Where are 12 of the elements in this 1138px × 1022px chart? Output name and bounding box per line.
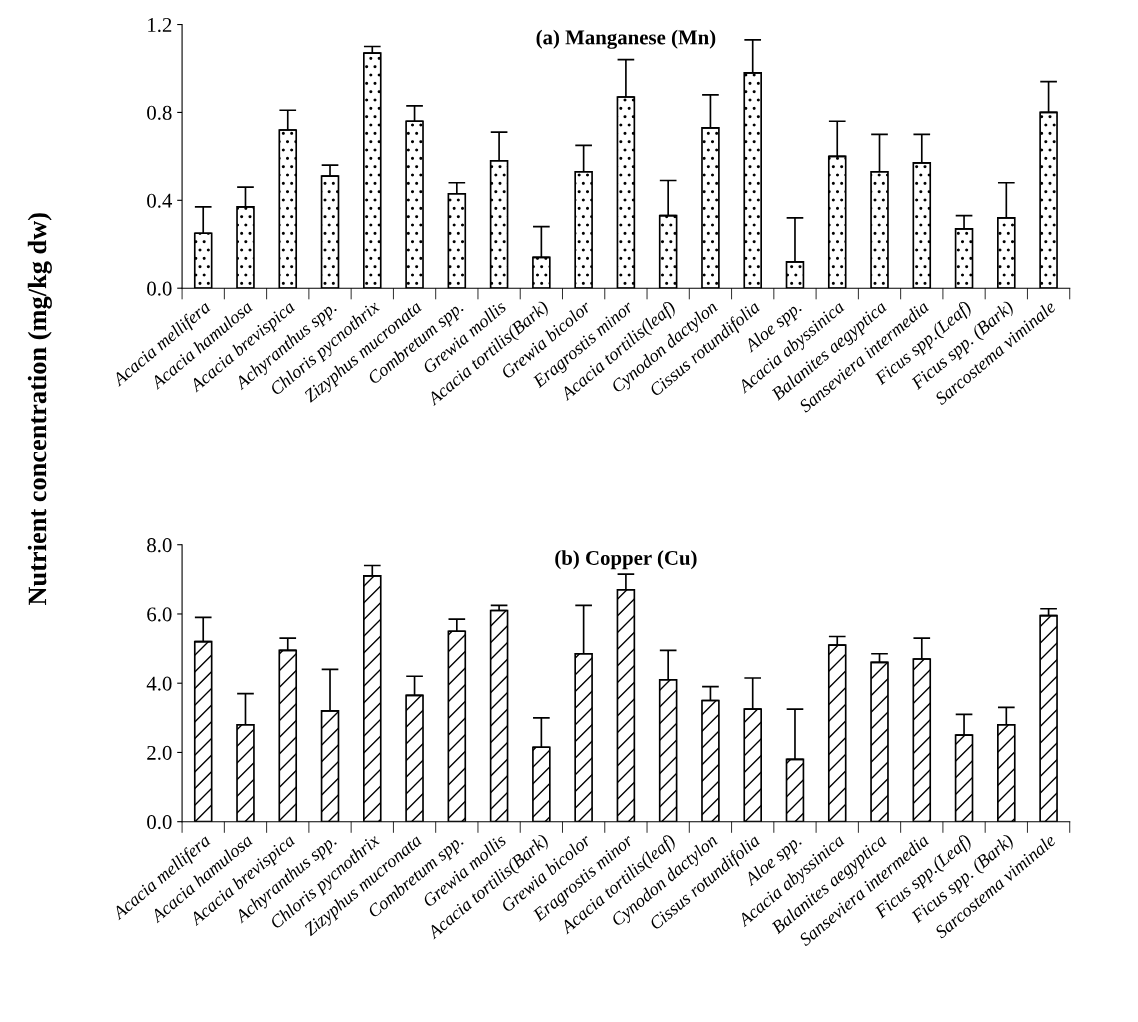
y-tick-label: 0.8 xyxy=(147,105,172,120)
y-tick-label: 4.0 xyxy=(146,676,172,691)
y-tick-label: 2.0 xyxy=(147,745,172,760)
y-tick-label: 8.0 xyxy=(147,538,172,553)
chart-title: (b) Copper (Cu) xyxy=(555,550,697,570)
y-tick-label: 0.0 xyxy=(147,281,172,296)
y-tick-label: 6.0 xyxy=(147,607,172,622)
y-axis-title: Nutrient concentration (mg/kg dw) xyxy=(27,213,52,606)
y-tick-label: 1.2 xyxy=(148,17,172,33)
y-tick-label: 0.4 xyxy=(147,193,173,208)
chart-title: (a) Manganese (Mn) xyxy=(536,29,716,49)
y-tick-label: 0.0 xyxy=(147,815,172,830)
